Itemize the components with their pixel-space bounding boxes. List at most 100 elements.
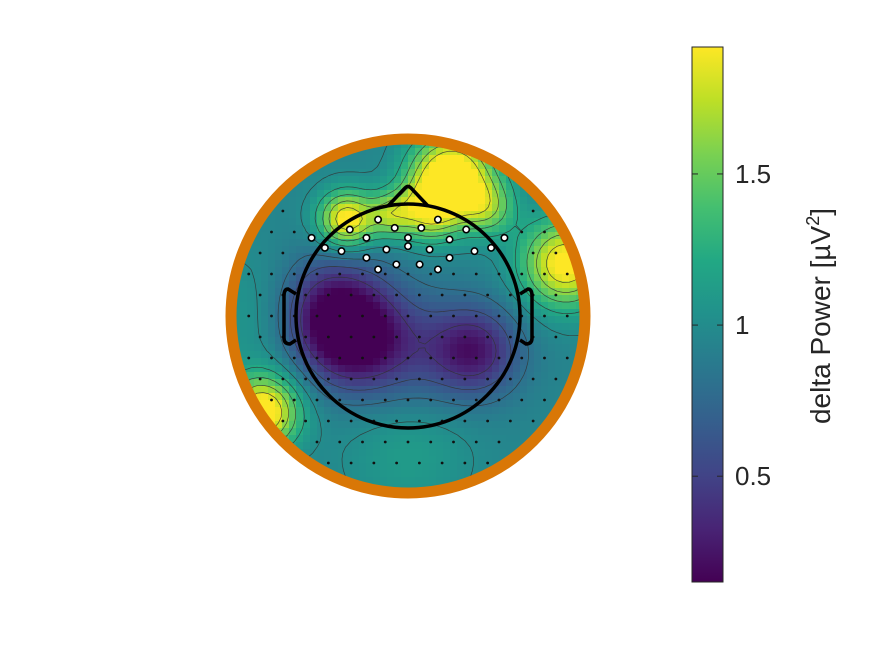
heatmap-cell: [401, 456, 409, 464]
heatmap-cell: [520, 232, 528, 240]
heatmap-cell: [555, 316, 563, 324]
heatmap-cell: [282, 260, 290, 268]
heatmap-cell: [443, 218, 451, 226]
heatmap-cell: [450, 365, 458, 373]
heatmap-cell: [366, 323, 374, 331]
heatmap-cell: [562, 302, 570, 310]
heatmap-cell: [380, 162, 388, 170]
heatmap-cell: [499, 316, 507, 324]
heatmap-cell: [268, 211, 276, 219]
heatmap-cell: [387, 253, 395, 261]
heatmap-cell: [499, 337, 507, 345]
heatmap-cell: [268, 260, 276, 268]
heatmap-cell: [366, 204, 374, 212]
heatmap-cell: [513, 253, 521, 261]
heatmap-cell: [415, 414, 423, 422]
heatmap-cell: [485, 407, 493, 415]
heatmap-cell: [310, 225, 318, 233]
sensor-dot: [463, 377, 467, 381]
heatmap-cell: [289, 323, 297, 331]
heatmap-cell: [499, 239, 507, 247]
heatmap-cell: [408, 386, 416, 394]
heatmap-cell: [457, 442, 465, 450]
heatmap-cell: [275, 337, 283, 345]
heatmap-cell: [359, 442, 367, 450]
heatmap-cell: [282, 393, 290, 401]
heatmap-cell: [261, 274, 269, 282]
heatmap-cell: [520, 351, 528, 359]
heatmap-cell: [310, 442, 318, 450]
heatmap-cell: [506, 400, 514, 408]
heatmap-cell: [394, 204, 402, 212]
heatmap-cell: [310, 316, 318, 324]
heatmap-cell: [562, 246, 570, 254]
heatmap-cell: [443, 358, 451, 366]
heatmap-cell: [513, 435, 521, 443]
heatmap-cell: [331, 400, 339, 408]
heatmap-cell: [471, 295, 479, 303]
heatmap-cell: [303, 449, 311, 457]
heatmap-cell: [296, 218, 304, 226]
heatmap-cell: [380, 449, 388, 457]
heatmap-cell: [464, 351, 472, 359]
heatmap-cell: [380, 477, 388, 485]
heatmap-cell: [464, 309, 472, 317]
heatmap-cell: [366, 414, 374, 422]
heatmap-cell: [317, 309, 325, 317]
heatmap-cell: [373, 302, 381, 310]
heatmap-cell: [478, 281, 486, 289]
heatmap-cell: [289, 428, 297, 436]
heatmap-cell: [457, 386, 465, 394]
heatmap-cell: [331, 428, 339, 436]
heatmap-cell: [457, 302, 465, 310]
heatmap-cell: [436, 365, 444, 373]
heatmap-cell: [247, 302, 255, 310]
heatmap-cell: [289, 407, 297, 415]
heatmap-cell: [422, 260, 430, 268]
heatmap-cell: [548, 351, 556, 359]
heatmap-cell: [527, 253, 535, 261]
heatmap-cell: [534, 421, 542, 429]
sensor-dot: [372, 377, 376, 381]
heatmap-cell: [303, 323, 311, 331]
heatmap-cell: [275, 358, 283, 366]
heatmap-cell: [387, 386, 395, 394]
heatmap-cell: [408, 337, 416, 345]
heatmap-cell: [366, 407, 374, 415]
heatmap-cell: [268, 386, 276, 394]
heatmap-cell: [492, 309, 500, 317]
heatmap-cell: [303, 218, 311, 226]
heatmap-cell: [436, 281, 444, 289]
heatmap-cell: [359, 260, 367, 268]
sensor-dot: [292, 230, 296, 234]
heatmap-cell: [317, 386, 325, 394]
heatmap-cell: [478, 267, 486, 275]
heatmap-cell: [415, 358, 423, 366]
heatmap-cell: [562, 358, 570, 366]
sensor-dot: [406, 356, 410, 360]
heatmap-cell: [415, 246, 423, 254]
heatmap-cell: [394, 176, 402, 184]
heatmap-cell: [415, 295, 423, 303]
sensor-dot: [326, 377, 330, 381]
heatmap-cell: [317, 358, 325, 366]
heatmap-cell: [408, 428, 416, 436]
highlighted-channel-H3: [345, 225, 354, 234]
heatmap-cell: [387, 267, 395, 275]
heatmap-cell: [345, 267, 353, 275]
heatmap-cell: [352, 309, 360, 317]
heatmap-cell: [513, 393, 521, 401]
heatmap-cell: [401, 442, 409, 450]
heatmap-cell: [548, 274, 556, 282]
heatmap-cell: [352, 267, 360, 275]
heatmap-cell: [317, 330, 325, 338]
heatmap-cell: [331, 302, 339, 310]
heatmap-cell: [443, 225, 451, 233]
heatmap-cell: [366, 148, 374, 156]
heatmap-cell: [443, 449, 451, 457]
heatmap-cell: [282, 211, 290, 219]
heatmap-cell: [401, 344, 409, 352]
heatmap-cell: [282, 267, 290, 275]
heatmap-cell: [324, 323, 332, 331]
heatmap-cell: [352, 400, 360, 408]
